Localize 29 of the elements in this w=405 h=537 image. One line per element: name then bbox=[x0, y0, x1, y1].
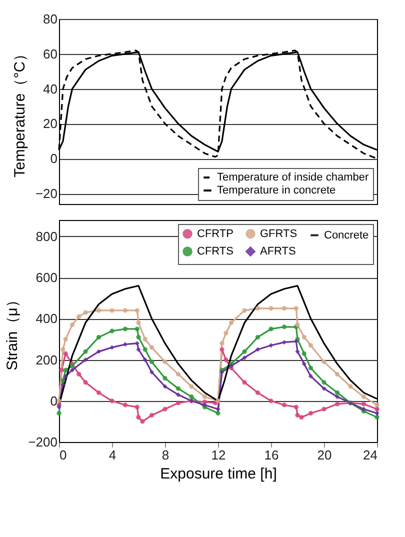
y-tick-label: −20 bbox=[35, 186, 58, 202]
x-tick-label: 8 bbox=[162, 448, 170, 462]
x-tick-label: 12 bbox=[211, 448, 226, 462]
y-axis-title: Strain（μ） bbox=[4, 292, 22, 370]
y-tick-label: 600 bbox=[36, 270, 58, 286]
x-axis-title: Exposure time [h] bbox=[160, 466, 277, 482]
x-tick-label: 4 bbox=[108, 448, 116, 462]
y-tick-label: 20 bbox=[43, 116, 58, 132]
legend-label: Temperature of inside chamber bbox=[217, 172, 369, 184]
legend-label: CFRTS bbox=[197, 246, 234, 258]
y-tick-label: −200 bbox=[28, 434, 58, 450]
legend-label: GFRTS bbox=[260, 228, 298, 240]
x-tick-label: 24 bbox=[363, 448, 378, 462]
y-tick-label: 0 bbox=[50, 151, 58, 166]
y-tick-label: 200 bbox=[36, 352, 58, 368]
legend-label: AFRTS bbox=[260, 246, 296, 258]
legend-label: CFRTP bbox=[197, 228, 234, 240]
y-tick-label: 0 bbox=[50, 393, 58, 408]
x-tick-label: 0 bbox=[60, 448, 67, 462]
y-axis-title: Temperature（°C） bbox=[11, 46, 28, 178]
x-tick-label: 16 bbox=[264, 448, 279, 462]
x-tick-label: 20 bbox=[317, 448, 332, 462]
y-tick-label: 60 bbox=[43, 46, 58, 62]
legend-label: Temperature in concrete bbox=[217, 184, 336, 196]
y-tick-label: 80 bbox=[43, 12, 58, 26]
y-tick-label: 800 bbox=[36, 228, 58, 244]
y-tick-label: 40 bbox=[43, 81, 58, 96]
legend-label: Concrete bbox=[324, 229, 369, 242]
y-tick-label: 400 bbox=[36, 311, 58, 326]
